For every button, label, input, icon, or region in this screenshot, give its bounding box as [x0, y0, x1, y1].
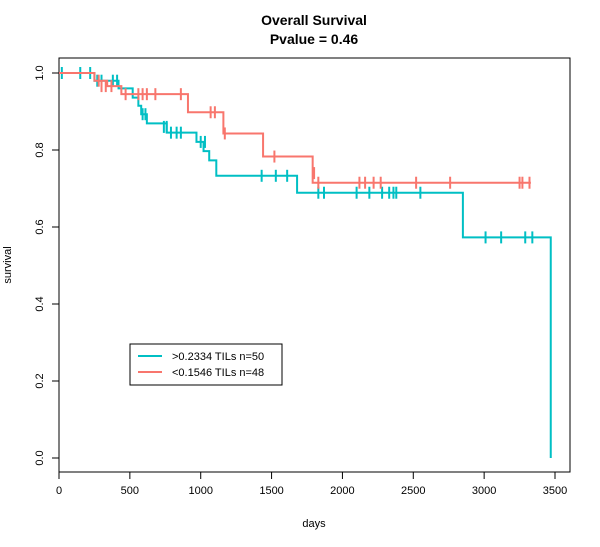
legend-label-high-tils: >0.2334 TILs n=50 — [172, 351, 264, 363]
x-tick-label: 2000 — [330, 485, 354, 497]
legend-box — [129, 343, 283, 386]
x-tick-label: 2500 — [401, 485, 425, 497]
x-axis: 0 500 1000 1500 2000 2500 3000 3500 — [56, 471, 567, 497]
x-tick-label: 0 — [56, 485, 62, 497]
survival-curve-low-tils — [59, 72, 531, 184]
chart-subtitle: Pvalue = 0.46 — [270, 31, 359, 47]
y-tick-label: 0.2 — [34, 373, 46, 388]
survival-curve-high-tils — [59, 72, 552, 458]
x-tick-label: 500 — [121, 485, 139, 497]
x-tick-label: 1500 — [259, 485, 283, 497]
x-tick-label: 3000 — [472, 485, 496, 497]
y-tick-label: 0.8 — [34, 142, 46, 157]
x-axis-label: days — [302, 518, 326, 530]
x-tick-label: 3500 — [543, 485, 567, 497]
series-high-tils — [59, 67, 552, 458]
legend: >0.2334 TILs n=50 <0.1546 TILs n=48 — [129, 343, 283, 386]
plot-frame — [58, 57, 571, 473]
series-layer — [59, 67, 552, 458]
chart-title: Overall Survival — [261, 12, 367, 28]
y-tick-label: 1.0 — [34, 65, 46, 80]
y-axis-label: survival — [2, 246, 14, 283]
legend-label-low-tils: <0.1546 TILs n=48 — [172, 367, 264, 379]
y-axis: 0.0 0.2 0.4 0.6 0.8 1.0 — [34, 65, 60, 466]
series-low-tils — [59, 72, 531, 189]
x-tick-label: 1000 — [188, 485, 212, 497]
y-tick-label: 0.6 — [34, 219, 46, 234]
y-tick-label: 0.0 — [34, 450, 46, 465]
y-tick-label: 0.4 — [34, 296, 46, 311]
